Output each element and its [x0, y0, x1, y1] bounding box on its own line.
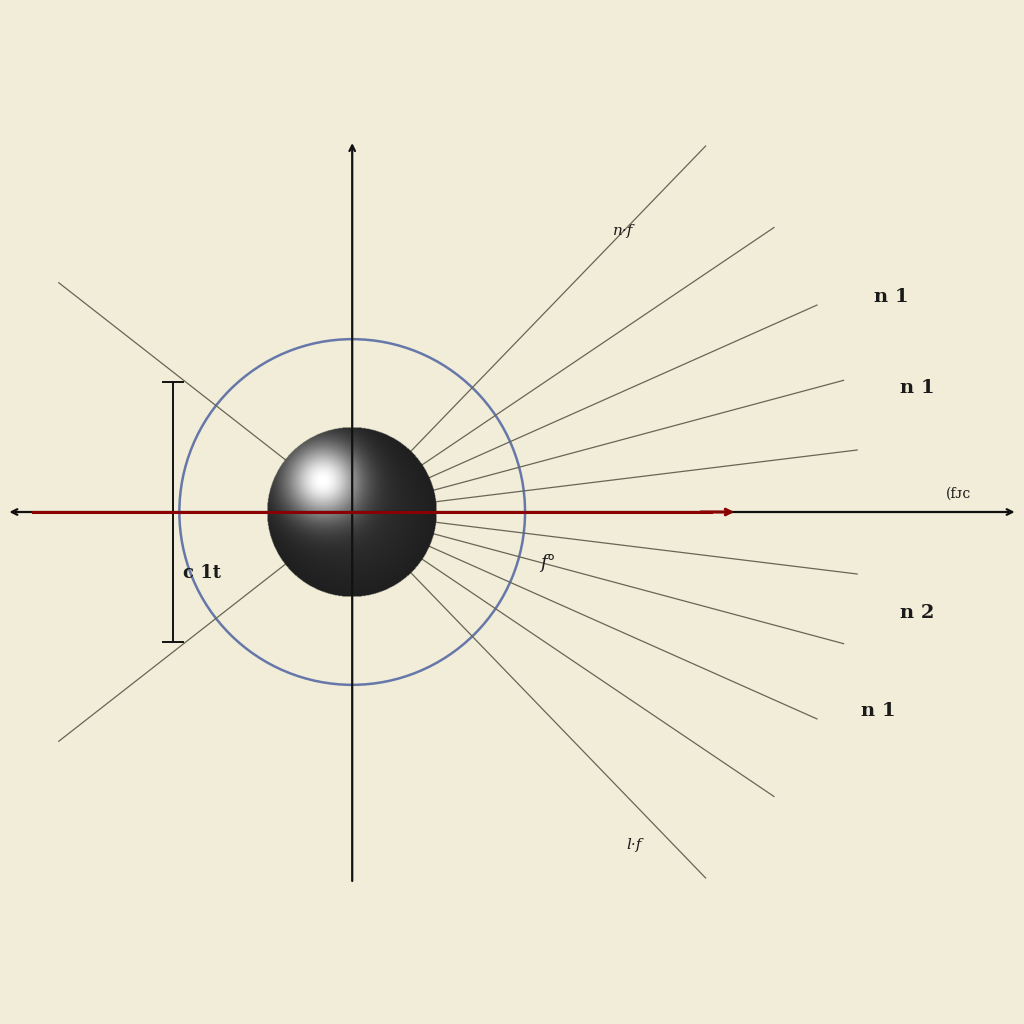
Text: n·f: n·f	[613, 224, 634, 238]
Text: l·f: l·f	[626, 838, 641, 852]
Text: n 1: n 1	[861, 701, 896, 720]
Text: n 1: n 1	[874, 288, 908, 306]
Text: n 1: n 1	[900, 379, 935, 397]
Text: (fᴊᴄ: (fᴊᴄ	[946, 486, 971, 501]
Text: n 2: n 2	[900, 604, 935, 623]
Text: c 1t: c 1t	[183, 564, 221, 583]
Text: f°: f°	[540, 554, 556, 572]
